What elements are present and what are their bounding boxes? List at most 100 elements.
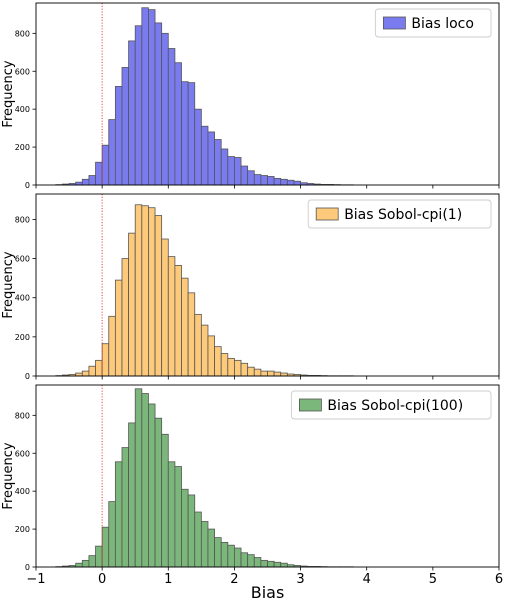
bar bbox=[187, 82, 196, 186]
bar bbox=[207, 131, 215, 186]
bar bbox=[114, 86, 123, 186]
bar bbox=[240, 362, 249, 377]
bar bbox=[220, 353, 229, 377]
bar bbox=[181, 277, 189, 377]
bar bbox=[128, 422, 136, 568]
bar bbox=[95, 359, 103, 377]
bar bbox=[220, 148, 229, 186]
y-tick-label: 400 bbox=[15, 105, 30, 114]
bar bbox=[88, 555, 96, 568]
x-tick-label: 3 bbox=[296, 572, 304, 587]
y-axis-label: Frequency bbox=[1, 60, 16, 127]
bar bbox=[214, 346, 222, 377]
bar bbox=[260, 370, 268, 377]
bar bbox=[114, 279, 123, 377]
y-axis-label: Frequency bbox=[1, 251, 16, 318]
bar bbox=[101, 343, 110, 377]
plot-frame bbox=[35, 193, 500, 377]
bar bbox=[240, 552, 249, 568]
bar bbox=[134, 25, 143, 186]
bar bbox=[214, 537, 222, 568]
bar bbox=[134, 204, 143, 377]
bar bbox=[273, 177, 282, 186]
bar bbox=[148, 207, 156, 377]
x-tick-label: 2 bbox=[230, 572, 238, 587]
bar bbox=[253, 174, 262, 186]
bar bbox=[234, 359, 242, 377]
bar bbox=[121, 258, 129, 377]
bar bbox=[161, 238, 169, 377]
bar bbox=[167, 48, 176, 186]
y-tick-label: 200 bbox=[15, 333, 30, 342]
bar bbox=[141, 393, 149, 568]
legend-swatch bbox=[298, 398, 322, 412]
bar bbox=[234, 547, 242, 568]
y-tick-label: 0 bbox=[25, 181, 30, 190]
bar bbox=[88, 175, 96, 186]
panel-3: 0 200 400 600 800 Frequency Bias Sobol-cpi(100… bbox=[1, 384, 500, 572]
bar bbox=[200, 324, 209, 377]
bar bbox=[260, 559, 268, 568]
bar bbox=[247, 170, 255, 186]
x-tick-label: 1 bbox=[164, 572, 172, 587]
bar bbox=[108, 119, 116, 186]
bar bbox=[81, 559, 90, 568]
bar bbox=[260, 175, 268, 186]
bar bbox=[280, 562, 288, 568]
bar bbox=[194, 511, 202, 568]
bar bbox=[227, 156, 235, 186]
y-axis-label: Frequency bbox=[1, 442, 16, 509]
bar bbox=[114, 461, 123, 568]
bar bbox=[280, 178, 288, 186]
bar bbox=[167, 461, 176, 568]
bar bbox=[75, 562, 83, 568]
bar bbox=[101, 144, 110, 186]
legend-swatch bbox=[382, 16, 406, 30]
bar bbox=[240, 165, 249, 186]
bar bbox=[194, 108, 202, 186]
y-tick-label: 200 bbox=[15, 525, 30, 534]
bar bbox=[174, 62, 182, 186]
bar bbox=[286, 179, 295, 186]
bar bbox=[220, 541, 229, 568]
bar bbox=[128, 40, 136, 186]
bar bbox=[101, 526, 110, 568]
bar bbox=[141, 205, 149, 377]
bar bbox=[207, 528, 215, 568]
bar bbox=[108, 315, 116, 377]
x-tick-label: 4 bbox=[363, 572, 371, 587]
y-tick-label: 600 bbox=[15, 67, 30, 76]
bars bbox=[55, 204, 354, 377]
panel-1: 0 200 400 600 800 Frequency Bias loco bbox=[1, 2, 500, 190]
plot-frame bbox=[35, 384, 500, 568]
bar bbox=[154, 22, 163, 186]
bar bbox=[273, 561, 282, 568]
bar bbox=[273, 371, 282, 377]
bar bbox=[200, 521, 209, 568]
x-tick-label: 0 bbox=[98, 572, 106, 587]
bar bbox=[88, 365, 96, 377]
legend-label: Bias Sobol-cpi(1) bbox=[344, 207, 462, 223]
legend-box bbox=[307, 199, 492, 229]
bar bbox=[200, 125, 209, 186]
y-tick-label: 400 bbox=[15, 487, 30, 496]
legend-swatch bbox=[315, 207, 339, 221]
bar bbox=[227, 357, 235, 377]
plot-frame bbox=[35, 2, 500, 186]
bar bbox=[181, 81, 189, 186]
legend-box bbox=[290, 390, 492, 420]
legend-box bbox=[374, 8, 492, 38]
y-tick-label: 0 bbox=[25, 372, 30, 381]
bar bbox=[161, 433, 169, 568]
y-tick-label: 800 bbox=[15, 215, 30, 224]
y-tick-label: 800 bbox=[15, 411, 30, 420]
bar bbox=[174, 466, 182, 568]
legend-label: Bias loco bbox=[411, 16, 474, 32]
legend: Bias loco bbox=[374, 8, 492, 38]
bar bbox=[267, 370, 275, 377]
bar bbox=[267, 176, 275, 186]
bar bbox=[247, 554, 255, 568]
bars bbox=[55, 388, 354, 568]
bar bbox=[167, 256, 176, 377]
